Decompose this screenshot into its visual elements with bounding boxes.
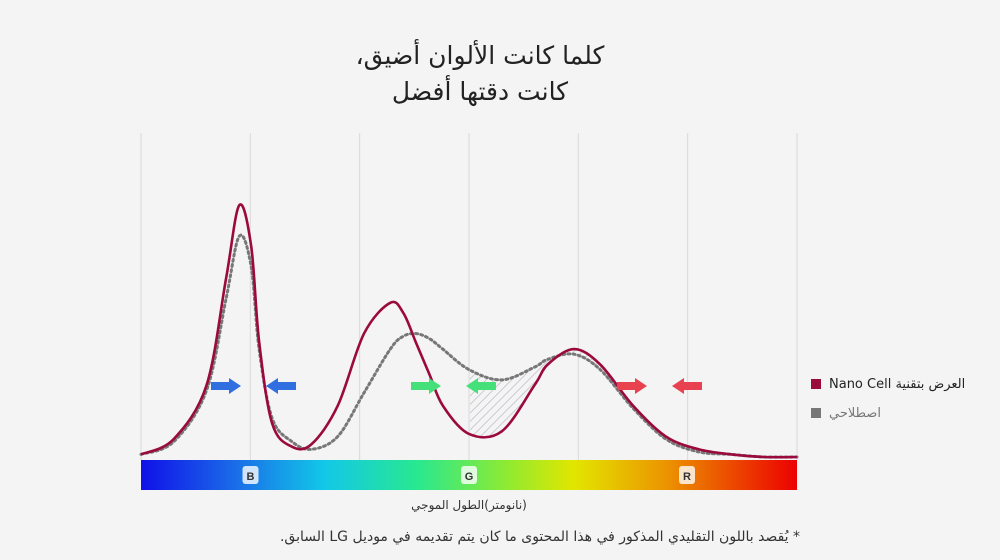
tick-badge <box>679 466 695 484</box>
legend: العرض بتقنية Nano Cell اصطلاحي <box>811 374 965 432</box>
green-arrow-left <box>466 378 496 394</box>
red-arrow-left <box>672 378 702 394</box>
tick-label-g: G <box>461 466 477 484</box>
tick-text: G <box>465 471 474 483</box>
grid-lines <box>140 133 798 460</box>
tick-text: R <box>683 471 691 483</box>
nano-cell-series-line <box>140 203 798 459</box>
conventional-series-line <box>139 233 799 459</box>
legend-label-conventional: اصطلاحي <box>829 405 881 421</box>
x-axis-label: (نانومتر)الطول الموجي <box>411 498 527 512</box>
legend-swatch-nano-cell <box>811 379 821 389</box>
legend-item-conventional: اصطلاحي <box>811 403 965 423</box>
legend-swatch-conventional <box>811 408 821 418</box>
title-line-1: كلما كانت الألوان أضيق، <box>355 41 605 70</box>
blue-arrow-left <box>266 378 296 394</box>
title-line-2: كانت دقتها أفضل <box>391 77 569 106</box>
tick-text: B <box>247 471 255 483</box>
tick-badge <box>242 466 259 484</box>
chart-title: كلما كانت الألوان أضيق، كانت دقتها أفضل <box>0 38 960 110</box>
red-arrow-right <box>617 378 647 394</box>
tick-label-r: R <box>679 466 695 484</box>
footnote: * يُقصد باللون التقليدي المذكور في هذا ا… <box>279 529 800 545</box>
legend-item-nano-cell: العرض بتقنية Nano Cell <box>811 374 965 394</box>
blue-arrow-right <box>211 378 241 394</box>
arrow-group <box>211 378 702 394</box>
difference-hatch-area <box>470 349 630 438</box>
green-arrow-right <box>411 378 441 394</box>
legend-label-nano-cell: العرض بتقنية Nano Cell <box>829 376 966 392</box>
tick-label-b: B <box>242 466 259 484</box>
tick-badge <box>461 466 477 484</box>
